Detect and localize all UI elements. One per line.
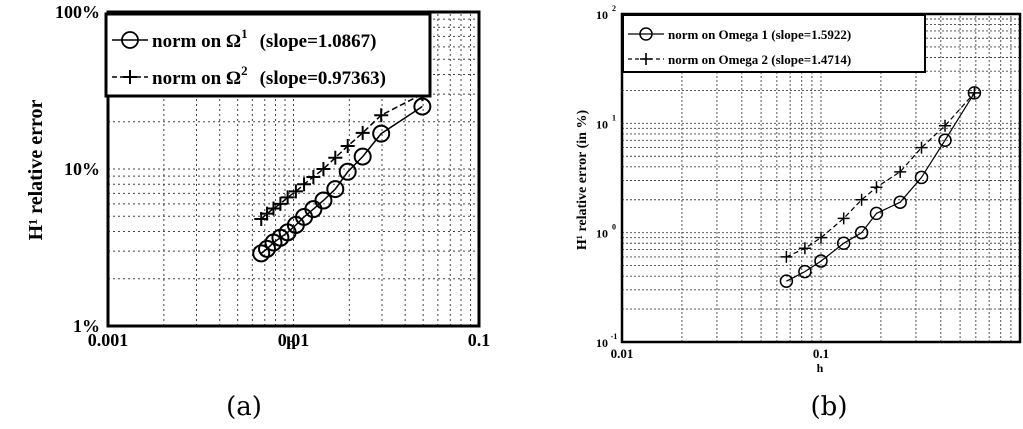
plus-marker (328, 150, 343, 165)
circle-marker (338, 162, 357, 181)
chart-a-legend-box (104, 12, 432, 98)
chart-b-legend-entry-1: norm on Omega 1 (slope=1.5922) (628, 27, 851, 42)
y-tick-label: 10 (596, 117, 608, 131)
circle-marker (326, 180, 345, 199)
plus-marker (968, 86, 981, 99)
y-tick-label: 100% (55, 2, 100, 22)
chart-a-ylabel-text: H¹ relative error (25, 100, 47, 241)
chart-a-legend-label-1-sup: 1 (241, 26, 248, 41)
x-tick-label: 0.01 (278, 330, 310, 350)
plus-marker (915, 141, 928, 154)
chart-a-ylabel: H¹ relative error (25, 100, 47, 241)
plus-marker (870, 181, 883, 194)
chart-a-tick-labels: 0.001 0.01 0.1 1% 10% 100% (55, 2, 490, 350)
chart-a-legend-label-1-slope: (slope=1.0867) (260, 31, 377, 52)
svg-text:norm on Ω2(slope=0.97363): norm on Ω2 (slope=0.97363) (152, 63, 386, 89)
plus-marker (297, 177, 312, 192)
chart-a-legend: norm on Ω1 (slope=1.0867) norm on Ω2 (slop… (104, 12, 432, 98)
circle-marker (252, 244, 271, 263)
circle-marker (353, 147, 372, 166)
chart-a-plot-frame (106, 10, 481, 328)
series-line-2 (786, 92, 975, 258)
circle-marker (893, 195, 907, 209)
chart-a-legend-label-2-slope: (slope=0.97363) (260, 68, 386, 89)
x-tick-label: 0.1 (468, 330, 491, 350)
plus-marker (780, 250, 793, 263)
circle-marker-icon (639, 27, 653, 41)
plus-marker (855, 193, 868, 206)
svg-text:H¹ relative error: H¹ relative error (25, 100, 47, 241)
plus-marker (815, 231, 827, 244)
chart-b-legend: norm on Omega 1 (slope=1.5922) norm on O… (622, 14, 926, 73)
chart-b-legend-label-1: norm on Omega 1 (slope=1.5922) (668, 27, 851, 42)
y-tick-exponent: 1 (612, 113, 616, 122)
plus-marker (374, 108, 389, 123)
chart-a-series (252, 87, 432, 263)
circle-marker (869, 206, 884, 221)
chart-a-legend-label-2-sup: 2 (241, 63, 248, 78)
circle-marker (854, 225, 869, 240)
plus-marker (306, 169, 321, 184)
circle-marker (372, 124, 391, 143)
chart-a-legend-entry-2: norm on Ω2 (slope=0.97363) (112, 63, 386, 89)
plus-marker (340, 139, 355, 154)
chart-b-legend-box (622, 14, 926, 73)
plus-marker (316, 162, 331, 176)
y-tick-label: 10 (596, 8, 608, 22)
chart-b-ylabel-text: H¹ relative error (in %) (575, 110, 590, 251)
plus-marker (355, 125, 370, 140)
plus-marker-icon (640, 53, 652, 65)
y-tick-label: 10 (596, 336, 608, 350)
circle-marker (836, 236, 851, 251)
plus-marker (837, 212, 850, 225)
plus-marker (798, 242, 811, 255)
panel-label-b: (b) (811, 392, 848, 422)
circle-marker (814, 254, 828, 268)
circle-marker (258, 239, 277, 258)
chart-a-legend-label-1-main: norm on Ω (152, 31, 241, 52)
chart-panel-a: 0.001 0.01 0.1 1% 10% 100% h H¹ relative erro… (25, 2, 490, 422)
plus-marker (280, 190, 295, 205)
panel-label-a: (a) (226, 392, 262, 422)
y-tick-label: 10 (596, 227, 608, 241)
y-tick-exponent: 2 (612, 4, 616, 13)
chart-b-series (779, 86, 982, 288)
y-tick-label: 10% (64, 159, 100, 179)
y-tick-label: 1% (73, 316, 100, 336)
series-line-2 (260, 93, 423, 220)
series-line-1 (786, 92, 975, 282)
chart-a-legend-label-2-main: norm on Ω (152, 68, 241, 89)
circle-marker (938, 133, 952, 148)
svg-text:H¹ relative error (in %): H¹ relative error (in %) (575, 110, 590, 251)
x-tick-label: 0.1 (813, 346, 829, 361)
plus-marker (273, 196, 288, 211)
circle-marker (779, 274, 794, 288)
plus-marker (894, 165, 907, 178)
circle-marker (914, 170, 929, 185)
chart-b-legend-label-2: norm on Omega 2 (slope=1.4714) (668, 52, 851, 67)
plus-marker-icon (123, 70, 137, 84)
circle-marker (798, 264, 812, 279)
circle-marker-icon (121, 31, 139, 49)
chart-a-legend-entry-1: norm on Ω1 (slope=1.0867) (112, 26, 377, 52)
y-tick-exponent: 0 (612, 223, 616, 232)
chart-b-legend-entry-2: norm on Omega 2 (slope=1.4714) (628, 52, 851, 67)
chart-b-ylabel: H¹ relative error (in %) (575, 110, 590, 251)
circle-marker (314, 191, 333, 210)
plus-marker (939, 119, 952, 132)
x-tick-label: 0.001 (88, 330, 129, 350)
y-tick-exponent: -1 (611, 332, 618, 341)
svg-text:norm on Ω1(slope=1.0867): norm on Ω1 (slope=1.0867) (152, 26, 377, 52)
plus-marker (288, 184, 303, 199)
x-tick-label: 0.01 (611, 346, 634, 361)
chart-b-xlabel: h (817, 361, 824, 375)
chart-a-xlabel: h (286, 333, 296, 353)
